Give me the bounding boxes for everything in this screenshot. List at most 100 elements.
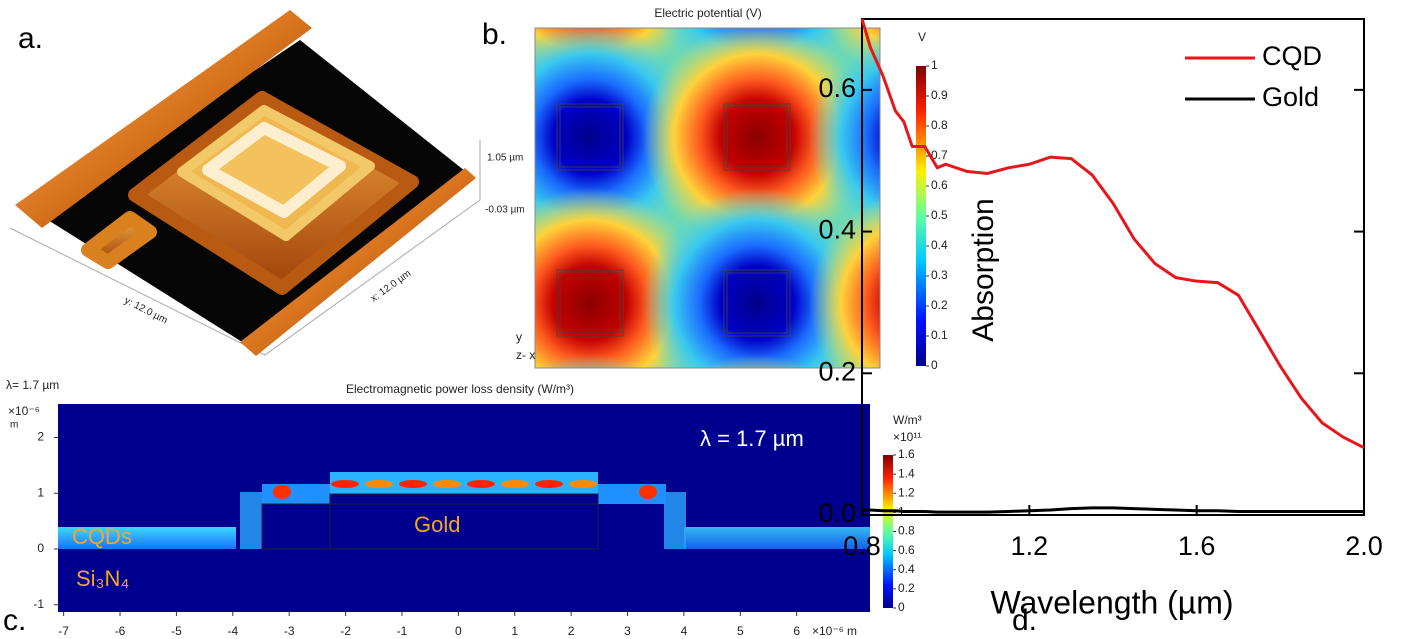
hot-spot — [331, 480, 359, 488]
hot-spot — [365, 480, 393, 488]
x-tick-label: -4 — [227, 624, 238, 638]
x-tick-label: 1 — [511, 624, 518, 638]
colorbar — [916, 66, 926, 366]
pad-arm — [81, 211, 157, 269]
hotspot — [639, 485, 657, 499]
colorbar-tick-label: 0.6 — [931, 178, 948, 192]
x-tick-label: 1.6 — [1178, 531, 1216, 561]
annotation: y — [516, 330, 522, 344]
hot-spot — [433, 480, 461, 488]
panel-label: b. — [482, 18, 507, 51]
square-outline — [723, 103, 791, 171]
cqd-layer — [58, 527, 236, 549]
panel-a: a. 1.05 µm -0.03 µm y: 12.0 µm x: 12.0 µ… — [9, 10, 525, 356]
colorbar-tick-label: 0.8 — [931, 118, 948, 132]
colorbar-tick-label: 1 — [931, 58, 938, 72]
x-tick-label: 2.0 — [1345, 531, 1383, 561]
legend-label: Gold — [1262, 82, 1319, 112]
panel-b: b. Electric potential (V) V y z- x 0 0.1 0… — [482, 6, 948, 372]
x-tick-label: -3 — [284, 624, 295, 638]
colorbar-tick-label: 0.2 — [931, 298, 948, 312]
legend-label: CQD — [1262, 41, 1322, 71]
annotation: y: 12.0 µm — [122, 295, 169, 326]
panel-label: d. — [1012, 604, 1037, 637]
cold-spot — [869, 362, 880, 368]
colorbar-tick-label: 0.6 — [898, 543, 915, 557]
ridge — [240, 168, 476, 356]
x-tick-label: -5 — [171, 624, 182, 638]
x-tick-label: 1.2 — [1011, 531, 1049, 561]
annotation: x: 12.0 µm — [369, 268, 413, 304]
square-outline — [726, 272, 788, 334]
colorbar-tick-label: 0.4 — [898, 562, 915, 576]
colorbar-label: V — [918, 30, 926, 44]
colorbar-tick-label: 0.3 — [931, 268, 948, 282]
annotation: λ = 1.7 µm — [700, 426, 804, 451]
colorbar-tick-label: 1.4 — [898, 466, 915, 480]
series-line — [862, 506, 1364, 514]
ridge — [15, 10, 312, 228]
square-outline — [559, 272, 621, 334]
subtitle: λ= 1.7 µm — [6, 378, 59, 392]
y-tick-label: 2 — [37, 430, 44, 444]
x-tick-label: 0 — [455, 624, 462, 638]
x-scale: ×10⁻⁶ m — [812, 624, 857, 638]
hot-spot — [501, 480, 529, 488]
annotation: z- x — [516, 348, 535, 362]
frame — [534, 27, 881, 369]
colorbar-tick-label: 0.7 — [931, 148, 948, 162]
hot-spot — [569, 480, 597, 488]
cqd-step — [262, 484, 330, 504]
annotation: 1.05 µm — [487, 153, 523, 164]
x-tick-label: 5 — [737, 624, 744, 638]
x-tick-label: -6 — [115, 624, 126, 638]
hot-spot — [535, 480, 563, 488]
cold-spot — [535, 354, 645, 368]
x-tick-label: -7 — [58, 624, 69, 638]
colorbar-tick-label: 1.2 — [898, 485, 915, 499]
x-tick-label: 4 — [681, 624, 688, 638]
y-tick-label: 0.4 — [818, 215, 856, 245]
y-unit: m — [10, 420, 18, 431]
annotation: Si₃N₄ — [76, 566, 129, 591]
gold-outline — [329, 493, 599, 550]
colorbar-tick-label: 0.1 — [931, 328, 948, 342]
y-tick-label: -1 — [33, 597, 44, 611]
x-tick-label: 0.8 — [843, 531, 881, 561]
colorbar-label: W/m³ — [893, 413, 922, 427]
square-outline — [726, 106, 788, 168]
square-outline — [723, 269, 791, 337]
hot-spot — [399, 480, 427, 488]
square-outline — [556, 103, 624, 171]
annotation: -0.03 µm — [485, 205, 525, 216]
x-tick-label: 2 — [568, 624, 575, 638]
y-tick-label: 0.0 — [818, 498, 856, 528]
annotation: Gold — [414, 512, 460, 537]
colorbar-tick-label: 0.4 — [931, 238, 948, 252]
hot-spot — [467, 480, 495, 488]
series-line — [860, 18, 1365, 450]
y-axis-title: Absorption — [967, 198, 1000, 341]
cqd-layer — [684, 527, 870, 549]
hot-spot — [702, 354, 812, 368]
plot-frame — [861, 18, 1365, 516]
x-axis-title: Wavelength (µm) — [990, 584, 1233, 620]
panel-d: Absorption Wavelength (µm) d. 0.8 1.2 1.6 2… — [818, 18, 1383, 637]
colorbar-tick-label: 0.2 — [898, 581, 915, 595]
hot-band — [331, 480, 597, 488]
box-line — [9, 140, 481, 356]
y-scale: ×10⁻⁶ — [8, 404, 40, 418]
panel-label: a. — [18, 22, 43, 55]
x-tick-label: -1 — [397, 624, 408, 638]
x-tick-label: -2 — [340, 624, 351, 638]
annotation: CQDs — [72, 524, 132, 549]
x-tick-label: 6 — [793, 624, 800, 638]
cqd-side — [240, 492, 262, 549]
title: Electric potential (V) — [654, 6, 761, 20]
heatmap — [535, 28, 880, 368]
panel-label: c. — [3, 604, 26, 637]
cqd-side — [664, 492, 686, 549]
hotspot — [273, 485, 291, 499]
colorbar-tick-label: 0.8 — [898, 524, 915, 538]
colorbar-tick-label: 1.6 — [898, 447, 915, 461]
